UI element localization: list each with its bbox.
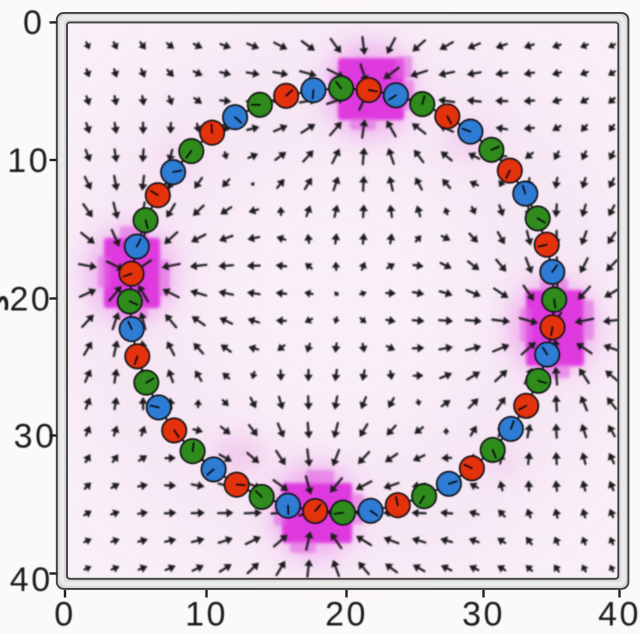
svg-text:30: 30 [14,417,57,455]
svg-text:40: 40 [598,596,640,630]
svg-text:0: 0 [54,596,75,630]
svg-text:30: 30 [462,596,505,630]
svg-text:10: 10 [7,142,50,180]
svg-text:40: 40 [10,561,53,599]
svg-text:20: 20 [9,280,52,318]
svg-text:10: 10 [185,596,228,630]
svg-text:0: 0 [23,4,44,42]
svg-text:20: 20 [325,596,368,630]
